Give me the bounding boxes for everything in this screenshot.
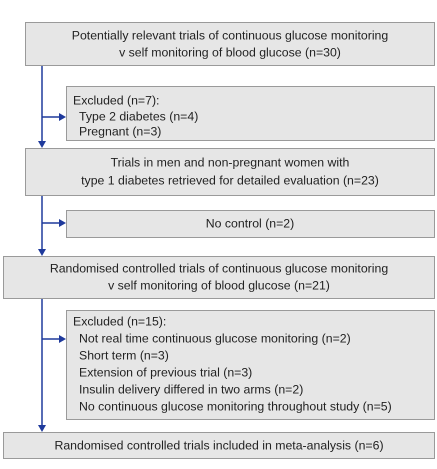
box-item: Pregnant (n=3) — [79, 124, 161, 138]
box — [66, 310, 435, 420]
box-title: Excluded (n=7): — [73, 93, 159, 107]
box-text: Randomised controlled trials of continuo… — [50, 261, 389, 275]
arrow-head — [59, 113, 66, 121]
arrows — [38, 65, 66, 432]
box — [25, 148, 435, 196]
box-text: Potentially relevant trials of continuou… — [72, 28, 389, 42]
box-item: Extension of previous trial (n=3) — [79, 365, 252, 379]
box — [3, 432, 435, 459]
arrow-head — [38, 425, 46, 432]
box-item: Type 2 diabetes (n=4) — [79, 109, 198, 123]
box — [66, 86, 435, 141]
box — [3, 256, 435, 299]
box-text: No control (n=2) — [206, 216, 295, 230]
arrow-head — [59, 335, 66, 343]
box-title: Excluded (n=15): — [73, 314, 166, 328]
box-item: Not real time continuous glucose monitor… — [79, 331, 351, 345]
box-item: No continuous glucose monitoring through… — [79, 399, 392, 413]
arrow-head — [38, 249, 46, 256]
box-item: Insulin delivery differed in two arms (n… — [79, 382, 303, 396]
box-item: Short term (n=3) — [79, 348, 169, 362]
box-text: v self monitoring of blood glucose (n=21… — [108, 278, 330, 292]
arrow-head — [38, 141, 46, 148]
box-text: Trials in men and non-pregnant women wit… — [111, 155, 350, 169]
box-text: type 1 diabetes retrieved for detailed e… — [81, 173, 379, 187]
box-text: Randomised controlled trials included in… — [54, 438, 383, 452]
box-text: v self monitoring of blood glucose (n=30… — [119, 45, 341, 59]
box — [66, 210, 435, 238]
box — [25, 22, 435, 66]
arrow-head — [59, 219, 66, 227]
